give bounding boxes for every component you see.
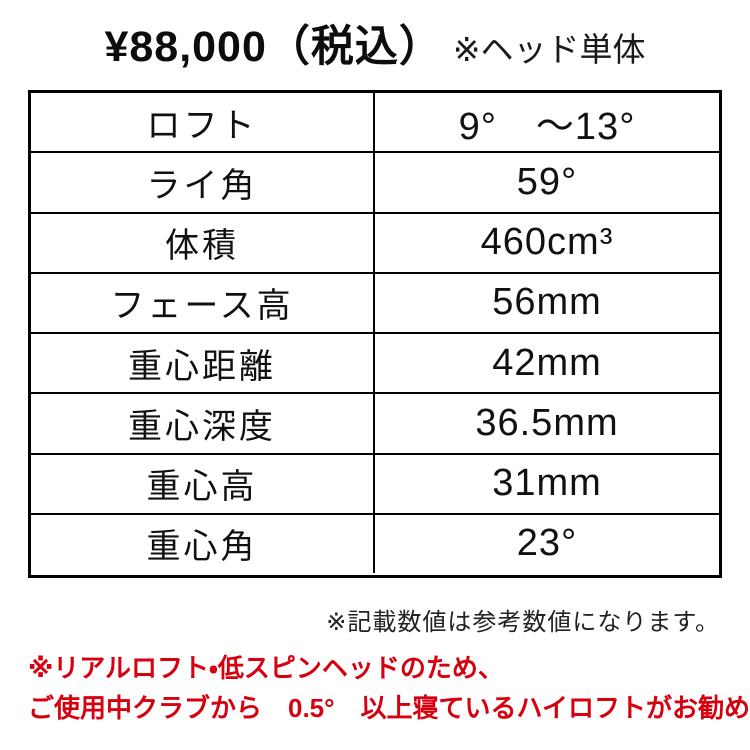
table-row-lie-angle: ライ角 59° (31, 153, 719, 214)
price-text: ¥88,000（税込） (104, 23, 443, 71)
warning-line-2: ご使用中クラブから 0.5° 以上寝ているハイロフトがお勧めです。 (28, 693, 750, 724)
table-row-cg-angle: 重心角 23° (31, 514, 719, 573)
spec-label: 体積 (31, 213, 375, 272)
spec-value: 9° ～13° (458, 105, 636, 148)
spec-value: 59° (516, 160, 578, 203)
table-row-cg-height: 重心高 31mm (31, 454, 719, 515)
spec-label: 重心角 (31, 514, 375, 573)
title: ¥88,000（税込） ※ヘッド単体 (0, 12, 750, 74)
spec-value: 42mm (492, 341, 602, 384)
head-only-note: ※ヘッド単体 (452, 31, 646, 68)
spec-table: ロフト 9° ～13° ライ角 59° 体積 460cm³ フェース高 56mm… (28, 90, 722, 578)
spec-value: 23° (516, 522, 578, 565)
table-row-face-height: フェース高 56mm (31, 273, 719, 334)
reference-values-note: ※記載数値は参考数値になります。 (326, 609, 720, 636)
table-row-cg-distance: 重心距離 42mm (31, 334, 719, 395)
spec-label: フェース高 (31, 273, 375, 332)
warning-line-1: ※リアルロフト・低スピンヘッドのため、 (28, 653, 504, 683)
table-row-loft: ロフト 9° ～13° (31, 93, 719, 154)
spec-label: 重心深度 (31, 394, 375, 453)
spec-value: 460cm³ (480, 221, 614, 264)
loft-recommendation-warning: ※リアルロフト・低スピンヘッドのため、 ご使用中クラブから 0.5° 以上寝てい… (28, 648, 750, 729)
spec-value: 56mm (492, 281, 602, 324)
spec-value: 36.5mm (475, 401, 619, 444)
table-row-volume: 体積 460cm³ (31, 213, 719, 274)
spec-label: 重心距離 (31, 334, 375, 393)
spec-label: ロフト (31, 93, 375, 152)
spec-label: 重心高 (31, 454, 375, 513)
spec-label: ライ角 (31, 153, 375, 212)
spec-value: 31mm (492, 462, 602, 505)
table-row-cg-depth: 重心深度 36.5mm (31, 394, 719, 455)
